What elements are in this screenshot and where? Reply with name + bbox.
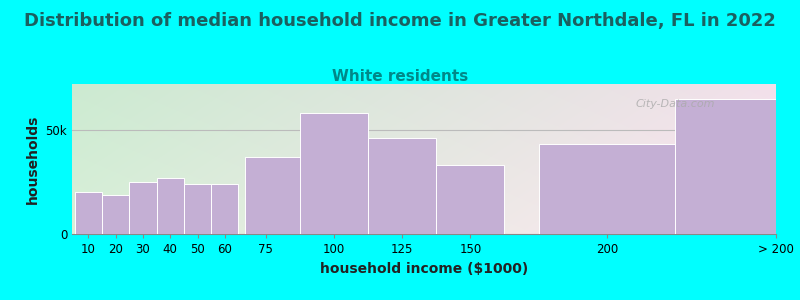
- Text: White residents: White residents: [332, 69, 468, 84]
- Bar: [300, 113, 368, 234]
- Bar: [74, 192, 102, 234]
- X-axis label: household income ($1000): household income ($1000): [320, 262, 528, 276]
- Bar: [130, 182, 157, 234]
- Bar: [368, 138, 436, 234]
- Bar: [436, 165, 505, 234]
- Bar: [211, 184, 238, 234]
- Bar: [157, 178, 184, 234]
- Bar: [538, 144, 675, 234]
- Text: Distribution of median household income in Greater Northdale, FL in 2022: Distribution of median household income …: [24, 12, 776, 30]
- Bar: [675, 99, 800, 234]
- Bar: [102, 196, 130, 234]
- Text: City-Data.com: City-Data.com: [635, 99, 714, 109]
- Y-axis label: households: households: [26, 114, 40, 204]
- Bar: [184, 184, 211, 234]
- Bar: [246, 157, 306, 234]
